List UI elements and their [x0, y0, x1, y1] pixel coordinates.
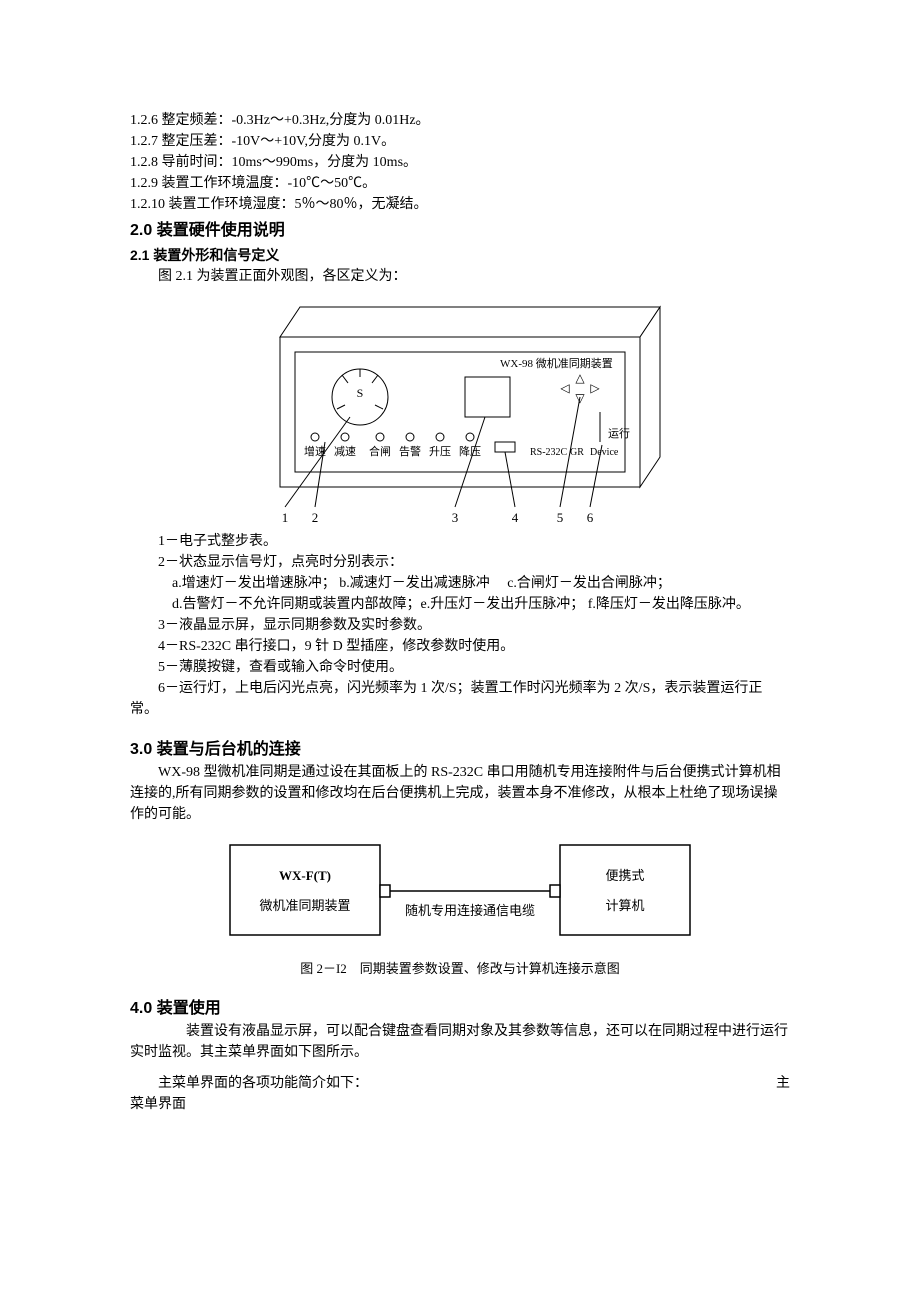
section-2-title: 2.0 装置硬件使用说明	[130, 219, 790, 243]
led-label-1: 减速	[334, 445, 356, 458]
spec-line-126: 1.2.6 整定频差：-0.3Hz～+0.3Hz,分度为 0.01Hz。	[130, 110, 790, 131]
section-2-intro: 图 2.1 为装置正面外观图，各区定义为：	[130, 266, 790, 287]
explain-2b: d.告警灯－不允许同期或装置内部故障；e.升压灯－发出升压脉冲； f.降压灯－发…	[130, 594, 790, 615]
arrow-left-icon: ◁	[560, 381, 570, 395]
sync-letter: S	[357, 386, 364, 400]
explain-1: 1－电子式整步表。	[130, 531, 790, 552]
callout-2: 2	[312, 510, 319, 525]
callout-1: 1	[282, 510, 289, 525]
section-3-title: 3.0 装置与后台机的连接	[130, 738, 790, 762]
conn-mid-label: 随机专用连接通信电缆	[405, 903, 535, 918]
explain-2: 2－状态显示信号灯，点亮时分别表示：	[130, 552, 790, 573]
spec-line-1210: 1.2.10 装置工作环境湿度：5％～80％，无凝结。	[130, 194, 790, 215]
led-label-3: 告警	[399, 444, 421, 458]
spec-line-129: 1.2.9 装置工作环境温度：-10℃～50℃。	[130, 173, 790, 194]
explain-2a: a.增速灯－发出增速脉冲； b.减速灯－发出减速脉冲 c.合闸灯－发出合闸脉冲；	[130, 573, 790, 594]
run-label: 运行	[608, 427, 630, 440]
arrow-down-icon: ▽	[575, 391, 585, 405]
callout-6: 6	[587, 510, 594, 525]
device-panel-diagram: WX-98 微机准同期装置 S 增速 减速 合闸 告警 升压 降压	[230, 297, 690, 527]
explain-5: 5－薄膜按键，查看或输入命令时使用。	[130, 657, 790, 678]
device-label: Device	[590, 447, 619, 458]
connection-diagram: WX-F(T) 微机准同期装置 随机专用连接通信电缆 便携式 计算机	[210, 835, 710, 955]
spec-line-127: 1.2.7 整定压差：-10V～+10V,分度为 0.1V。	[130, 131, 790, 152]
rs232-label: RS-232C	[530, 447, 568, 458]
explain-3: 3－液晶显示屏，显示同期参数及实时参数。	[130, 615, 790, 636]
explain-6: 6－运行灯，上电后闪光点亮，闪光频率为 1 次/S；装置工作时闪光频率为 2 次…	[130, 678, 790, 720]
gr-label: GR	[570, 447, 584, 458]
section-4-foot: 主菜单界面的各项功能简介如下：	[130, 1073, 368, 1094]
arrow-right-icon: ▷	[590, 381, 600, 395]
explain-4: 4－RS-232C 串行接口，9 针 D 型插座，修改参数时使用。	[130, 636, 790, 657]
callout-4: 4	[512, 510, 519, 525]
section-4-foot2: 菜单界面	[130, 1094, 790, 1115]
section-2-1-title: 2.1 装置外形和信号定义	[130, 245, 790, 266]
led-label-4: 升压	[429, 445, 451, 458]
section-3-body: WX-98 型微机准同期是通过设在其面板上的 RS-232C 串口用随机专用连接…	[130, 762, 790, 825]
conn-left-line2: 微机准同期装置	[259, 898, 350, 913]
conn-right-line1: 便携式	[605, 868, 644, 883]
connection-caption: 图 2－I2 同期装置参数设置、修改与计算机连接示意图	[130, 959, 790, 979]
page: 1.2.6 整定频差：-0.3Hz～+0.3Hz,分度为 0.01Hz。 1.2…	[0, 0, 920, 1195]
section-4-foot-right: 主	[776, 1073, 790, 1094]
section-4-title: 4.0 装置使用	[130, 997, 790, 1021]
led-label-5: 降压	[459, 444, 481, 458]
callout-3: 3	[452, 510, 459, 525]
arrow-up-icon: △	[575, 371, 585, 385]
led-label-2: 合闸	[369, 444, 391, 458]
section-4-body: 装置设有液晶显示屏，可以配合键盘查看同期对象及其参数等信息，还可以在同期过程中进…	[130, 1021, 790, 1063]
conn-left-line1: WX-F(T)	[279, 868, 331, 883]
spec-line-128: 1.2.8 导前时间：10ms～990ms，分度为 10ms。	[130, 152, 790, 173]
callout-5: 5	[557, 510, 564, 525]
conn-right-line2: 计算机	[605, 898, 644, 913]
panel-title: WX-98 微机准同期装置	[500, 356, 613, 370]
